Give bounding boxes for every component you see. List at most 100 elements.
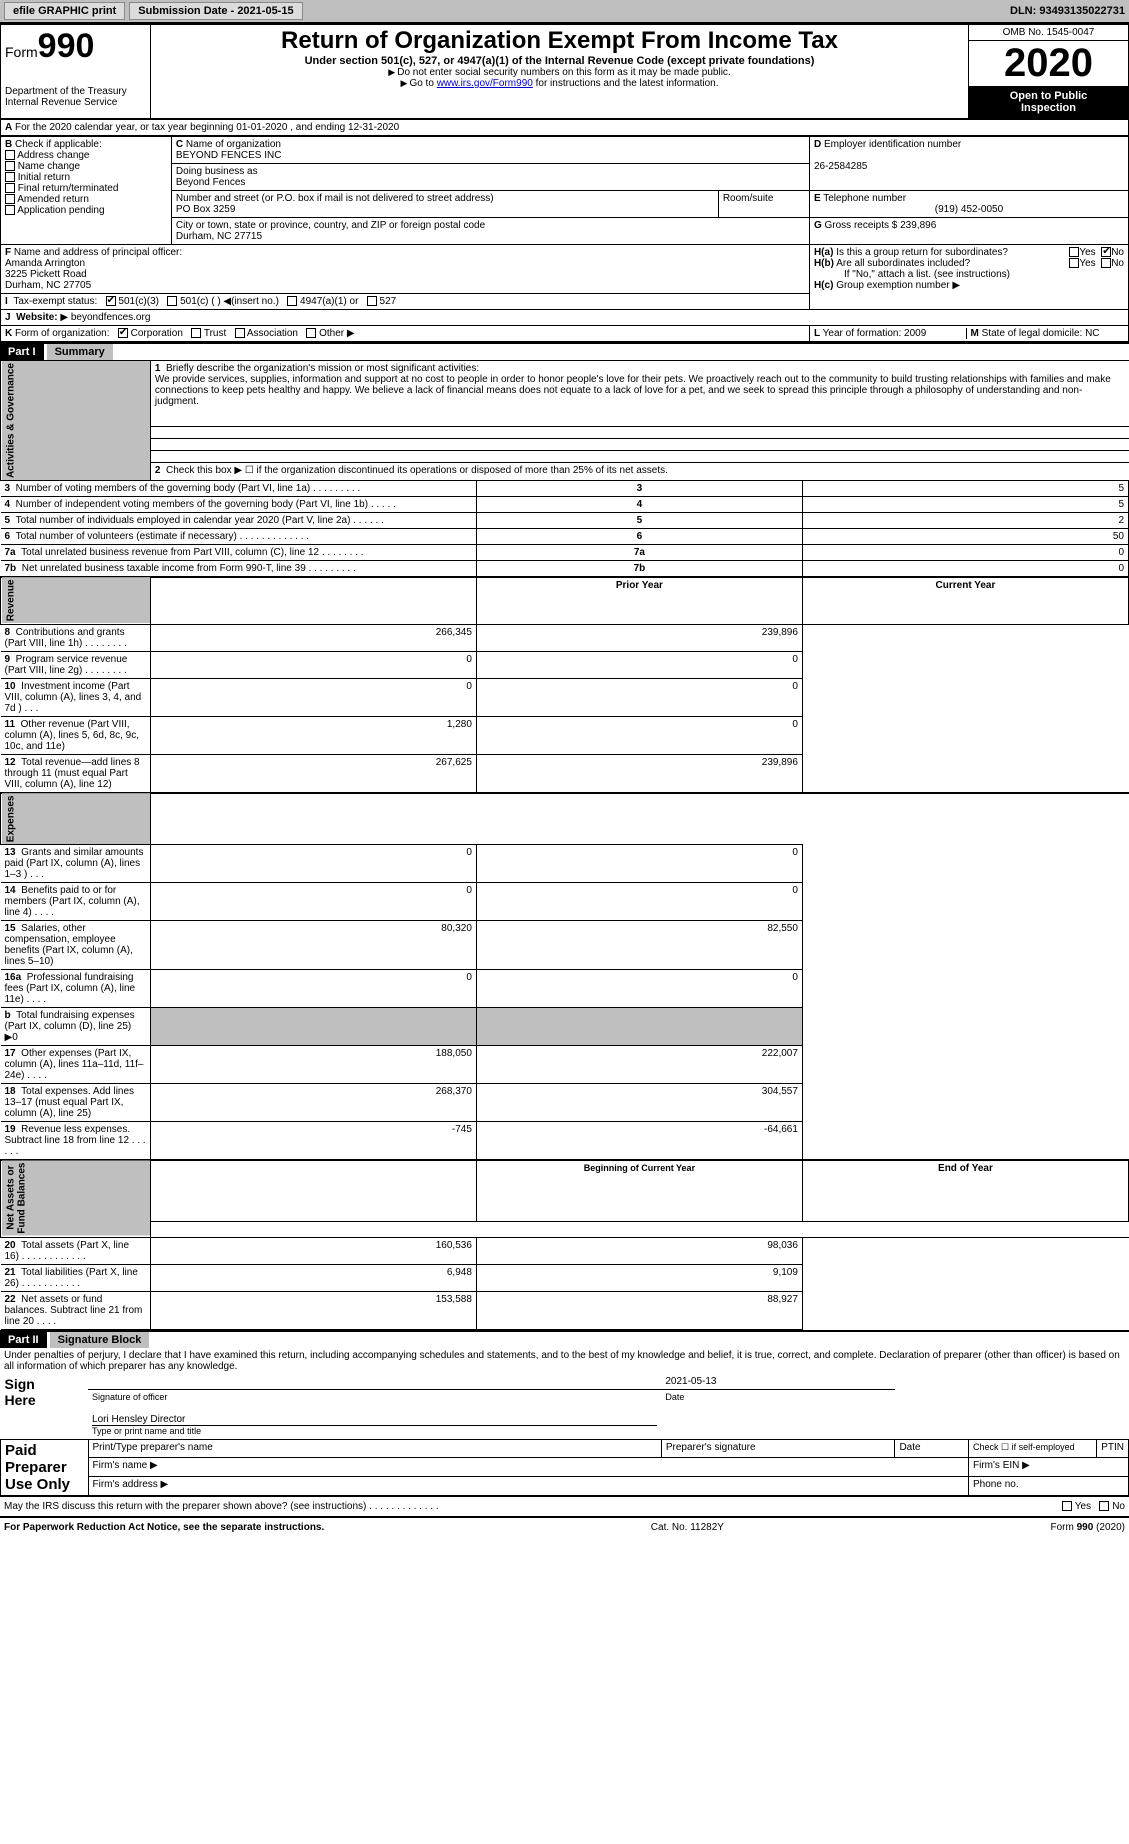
line-number: 7a <box>476 545 802 561</box>
box-b-checkbox[interactable] <box>5 205 15 215</box>
prior-value: 0 <box>150 970 476 1008</box>
prior-value: 268,370 <box>150 1084 476 1122</box>
box-i-label: Tax-exempt status: <box>13 296 97 307</box>
other-checkbox[interactable] <box>306 328 316 338</box>
box-b-item: Final return/terminated <box>5 183 167 194</box>
part-i-header: Part I <box>0 344 44 360</box>
box-b-checkbox[interactable] <box>5 172 15 182</box>
line-value: 2 <box>802 513 1128 529</box>
prior-value: 0 <box>150 651 476 678</box>
irs-link[interactable]: www.irs.gov/Form990 <box>437 78 533 89</box>
prior-value: 1,280 <box>150 716 476 754</box>
current-value: 82,550 <box>476 921 802 970</box>
sig-date-value: 2021-05-13 <box>665 1376 716 1387</box>
hb-label: Are all subordinates included? <box>836 258 970 269</box>
page-footer: For Paperwork Reduction Act Notice, see … <box>0 1516 1129 1537</box>
box-g-label: Gross receipts $ <box>825 220 898 231</box>
hc-label: Group exemption number <box>836 280 949 291</box>
firm-ein-label: Firm's EIN ▶ <box>969 1458 1129 1477</box>
hb-no-checkbox[interactable] <box>1101 258 1111 268</box>
org-info-table: B Check if applicable: Address change Na… <box>0 136 1129 342</box>
room-label: Room/suite <box>723 193 774 204</box>
footer-mid: Cat. No. 11282Y <box>651 1522 724 1533</box>
prior-value: 267,625 <box>150 754 476 793</box>
prior-value: 266,345 <box>150 624 476 651</box>
4947-checkbox[interactable] <box>287 296 297 306</box>
box-f-label: Name and address of principal officer: <box>14 247 182 258</box>
vlabel-expenses: Expenses <box>1 793 151 845</box>
line-number: 7b <box>476 561 802 578</box>
city-label: City or town, state or province, country… <box>176 220 485 231</box>
open-public-label: Open to Public Inspection <box>969 86 1128 118</box>
submission-date-button[interactable]: Submission Date - 2021-05-15 <box>129 2 302 20</box>
form-title: Return of Organization Exempt From Incom… <box>155 27 964 55</box>
form-note2: Go to www.irs.gov/Form990 for instructio… <box>155 78 964 89</box>
box-b-item: Address change <box>5 150 167 161</box>
current-value: 0 <box>476 651 802 678</box>
declaration-text: Under penalties of perjury, I declare th… <box>0 1348 1129 1374</box>
line-number: 5 <box>476 513 802 529</box>
legal-domicile: NC <box>1085 328 1099 339</box>
part-i-title: Summary <box>47 344 113 360</box>
hb-yes-checkbox[interactable] <box>1069 258 1079 268</box>
ptin-label: PTIN <box>1097 1439 1129 1458</box>
box-b-item: Name change <box>5 161 167 172</box>
irs-yes-checkbox[interactable] <box>1062 1501 1072 1511</box>
addr-label: Number and street (or P.O. box if mail i… <box>176 193 494 204</box>
mission-text: We provide services, supplies, informati… <box>155 374 1111 407</box>
current-value: 0 <box>476 883 802 921</box>
officer-addr: 3225 Pickett Road <box>5 269 87 280</box>
box-b-checkbox[interactable] <box>5 150 15 160</box>
ha-label: Is this a group return for subordinates? <box>836 247 1008 258</box>
sign-here-label: Sign Here <box>1 1374 89 1440</box>
end-value: 9,109 <box>476 1264 802 1291</box>
ein-value: 26-2584285 <box>814 161 867 172</box>
prep-sig-label: Preparer's signature <box>661 1439 895 1458</box>
box-b-checkbox[interactable] <box>5 183 15 193</box>
form-subtitle: Under section 501(c), 527, or 4947(a)(1)… <box>155 55 964 67</box>
line1-label: Briefly describe the organization's miss… <box>166 363 479 374</box>
trust-checkbox[interactable] <box>191 328 201 338</box>
phone-value: (919) 452-0050 <box>814 204 1124 215</box>
part-ii-title: Signature Block <box>50 1332 150 1348</box>
summary-table: Activities & Governance 1 Briefly descri… <box>0 360 1129 1330</box>
current-value: 239,896 <box>476 754 802 793</box>
prior-value: 0 <box>150 678 476 716</box>
org-name: BEYOND FENCES INC <box>176 150 282 161</box>
corp-checkbox[interactable] <box>118 328 128 338</box>
ha-no-checkbox[interactable] <box>1101 247 1111 257</box>
begin-value: 160,536 <box>150 1237 476 1264</box>
ha-yes-checkbox[interactable] <box>1069 247 1079 257</box>
irs-no-checkbox[interactable] <box>1099 1501 1109 1511</box>
prep-date-label: Date <box>895 1439 969 1458</box>
box-b-checkbox[interactable] <box>5 194 15 204</box>
prior-year-header: Prior Year <box>476 577 802 624</box>
addr-value: PO Box 3259 <box>176 204 235 215</box>
line-value: 5 <box>802 481 1128 497</box>
assoc-checkbox[interactable] <box>235 328 245 338</box>
form-header: Form990 Department of the Treasury Inter… <box>0 24 1129 119</box>
city-value: Durham, NC 27715 <box>176 231 262 242</box>
check-self-employed: Check ☐ if self-employed <box>969 1439 1097 1458</box>
box-b-checkbox[interactable] <box>5 161 15 171</box>
begin-value: 153,588 <box>150 1291 476 1329</box>
dept-label: Department of the Treasury Internal Reve… <box>5 86 146 108</box>
line-number: 4 <box>476 497 802 513</box>
efile-print-button[interactable]: efile GRAPHIC print <box>4 2 125 20</box>
501c3-checkbox[interactable] <box>106 296 116 306</box>
begin-value: 6,948 <box>150 1264 476 1291</box>
prior-value: 188,050 <box>150 1046 476 1084</box>
website-value: beyondfences.org <box>71 312 151 323</box>
end-year-header: End of Year <box>802 1160 1128 1221</box>
sig-officer-label: Signature of officer <box>92 1392 167 1402</box>
begin-year-header: Beginning of Current Year <box>476 1160 802 1221</box>
firm-name-label: Firm's name ▶ <box>88 1458 969 1477</box>
footer-left: For Paperwork Reduction Act Notice, see … <box>4 1522 324 1533</box>
paid-preparer-label: Paid Preparer Use Only <box>1 1439 89 1495</box>
phone-label: Phone no. <box>969 1476 1129 1495</box>
527-checkbox[interactable] <box>367 296 377 306</box>
current-value <box>476 1008 802 1046</box>
current-value: 0 <box>476 845 802 883</box>
vlabel-governance: Activities & Governance <box>1 361 151 481</box>
501c-checkbox[interactable] <box>167 296 177 306</box>
